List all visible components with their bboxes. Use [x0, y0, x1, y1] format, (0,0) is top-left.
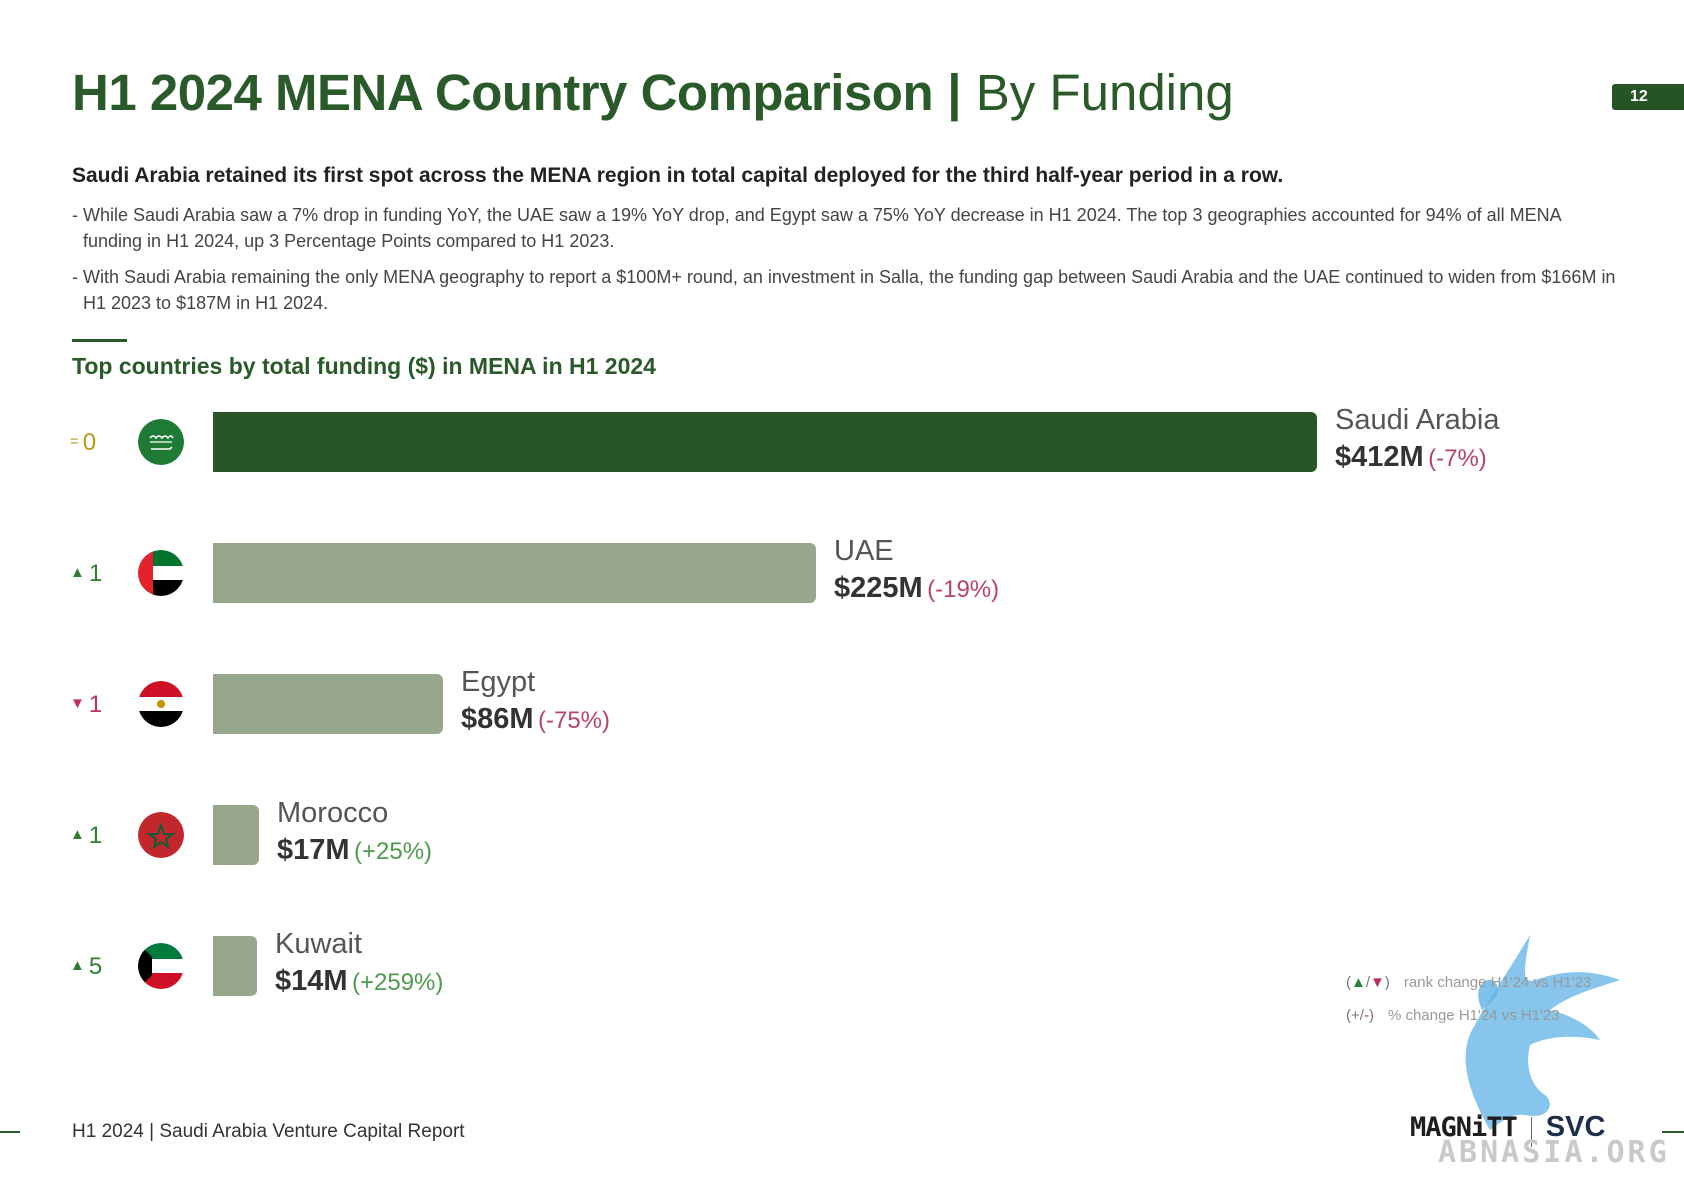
rank-symbol: ▼ — [70, 695, 85, 712]
legend-rank-symbol: (▲/▼) — [1346, 974, 1390, 991]
value-label: $412M — [1335, 441, 1424, 473]
title-separator: | — [947, 64, 962, 121]
egypt-flag-icon — [138, 681, 184, 727]
country-name: Egypt — [461, 666, 536, 698]
chart-title-rule — [72, 339, 127, 342]
logo-divider — [1530, 1116, 1532, 1147]
bar-label: Kuwait $14M (+259%) — [275, 926, 443, 1005]
plus-sign: + — [1351, 1007, 1360, 1024]
rank-value: 1 — [88, 691, 103, 718]
legend-percent-symbol: (+/-) — [1346, 1007, 1374, 1024]
rank-change: ▲ 1 — [70, 820, 102, 850]
country-name: Saudi Arabia — [1335, 404, 1500, 436]
legend-rank-change: (▲/▼) rank change H1'24 vs H1'23 — [1346, 974, 1591, 991]
rank-symbol: ▲ — [70, 564, 85, 581]
yoy-change: (-75%) — [538, 707, 611, 734]
rank-value: 1 — [88, 560, 103, 587]
summary-bullet-1: - While Saudi Arabia saw a 7% drop in fu… — [72, 205, 1561, 251]
country-name: UAE — [834, 535, 894, 567]
rank-symbol: = — [70, 433, 79, 450]
legend-percent-change: (+/-) % change H1'24 vs H1'23 — [1346, 1007, 1560, 1024]
magnitt-logo: MAGNiTT — [1410, 1112, 1518, 1143]
page-title: H1 2024 MENA Country Comparison | By Fun… — [72, 62, 1234, 124]
summary-headline: Saudi Arabia retained its first spot acr… — [72, 164, 1284, 187]
legend-rank-label: rank change H1'24 vs H1'23 — [1403, 974, 1592, 991]
partner-logos: MAGNiTT SVC — [1410, 1111, 1605, 1147]
uae-flag-icon — [138, 550, 184, 596]
bar-label: Morocco $17M (+25%) — [277, 795, 432, 874]
yoy-change: (+25%) — [354, 838, 433, 865]
bar-label: Saudi Arabia $412M (-7%) — [1335, 402, 1499, 481]
footer-dash-left — [0, 1131, 20, 1133]
watermark-text: ABNASIA.ORG — [1438, 1135, 1670, 1170]
page-title-subtitle: By Funding — [975, 64, 1234, 121]
footer-dash-right — [1662, 1131, 1684, 1133]
bar — [213, 674, 443, 734]
bar — [213, 936, 257, 996]
watermark-bird-icon — [1465, 935, 1620, 1130]
footer-report-name: H1 2024 | Saudi Arabia Venture Capital R… — [72, 1121, 465, 1142]
rank-value: 5 — [88, 953, 103, 980]
page-title-strong: H1 2024 MENA Country Comparison — [72, 64, 934, 121]
minus-sign: - — [1363, 1007, 1369, 1024]
bar — [213, 805, 259, 865]
value-label: $14M — [275, 965, 348, 997]
svc-logo: SVC — [1545, 1111, 1606, 1143]
value-label: $86M — [461, 703, 534, 735]
country-name: Kuwait — [275, 928, 363, 960]
down-arrow-icon: ▼ — [1370, 974, 1385, 991]
morocco-flag-icon — [138, 812, 184, 858]
rank-change: ▲ 1 — [70, 558, 102, 588]
rank-value: 0 — [82, 429, 97, 456]
rank-value: 1 — [88, 822, 103, 849]
bar-label: Egypt $86M (-75%) — [461, 664, 610, 743]
bar — [213, 543, 816, 603]
yoy-change: (-19%) — [927, 576, 1000, 603]
yoy-change: (+259%) — [352, 969, 444, 996]
bar — [213, 412, 1317, 472]
rank-change: = 0 — [70, 427, 96, 457]
saudi-arabia-flag-icon — [138, 419, 184, 465]
page-number-badge: 12 — [1612, 84, 1684, 110]
value-label: $225M — [834, 572, 923, 604]
rank-change: ▼ 1 — [70, 689, 102, 719]
chart-title: Top countries by total funding ($) in ME… — [72, 353, 656, 379]
summary-bullet-2: - With Saudi Arabia remaining the only M… — [72, 267, 1616, 313]
rank-symbol: ▲ — [70, 826, 85, 843]
rank-symbol: ▲ — [70, 957, 85, 974]
kuwait-flag-icon — [138, 943, 184, 989]
value-label: $17M — [277, 834, 350, 866]
up-arrow-icon: ▲ — [1351, 974, 1366, 991]
bar-label: UAE $225M (-19%) — [834, 533, 999, 612]
country-name: Morocco — [277, 797, 389, 829]
yoy-change: (-7%) — [1428, 445, 1487, 472]
rank-change: ▲ 5 — [70, 951, 102, 981]
legend-percent-label: % change H1'24 vs H1'23 — [1387, 1007, 1560, 1024]
